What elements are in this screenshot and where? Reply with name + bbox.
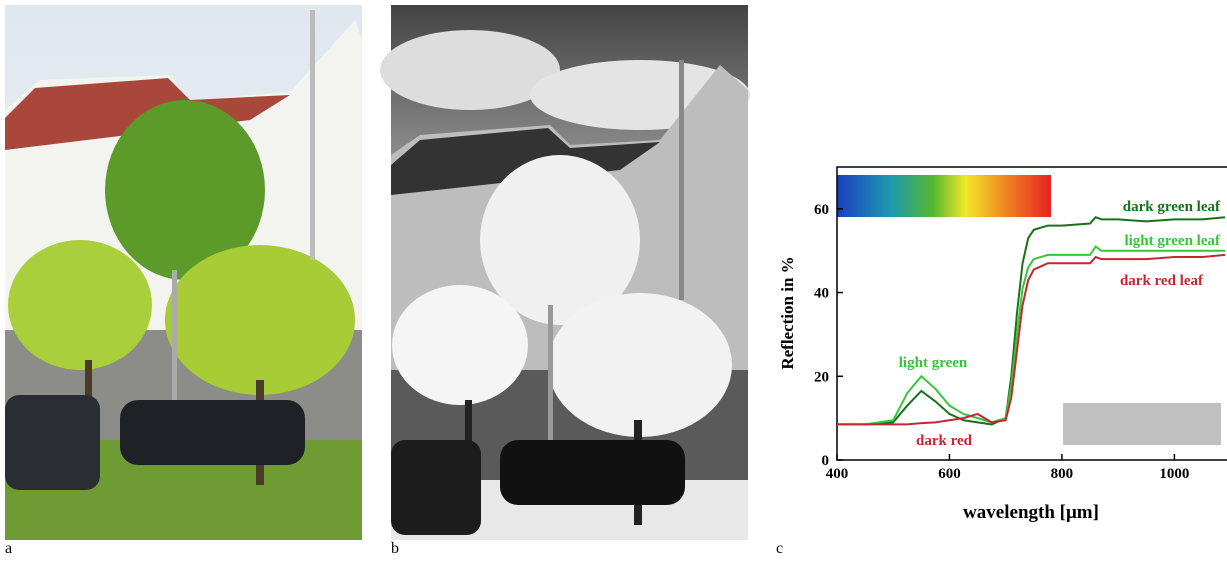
annotation: light green — [899, 355, 968, 371]
photo-b — [380, 5, 750, 540]
annotation: dark red — [916, 433, 973, 449]
x-tick-label: 800 — [1051, 466, 1074, 482]
spectrum-bar — [837, 175, 1051, 217]
y-tick-label: 40 — [814, 286, 829, 302]
y-axis-label: Reflection in % — [778, 256, 797, 369]
photo-a — [5, 5, 362, 540]
x-tick-label: 400 — [826, 466, 849, 482]
x-axis-label: wavelength [μm] — [963, 502, 1099, 523]
series-label: dark green leaf — [1123, 199, 1221, 215]
y-tick-label: 20 — [814, 369, 829, 385]
figure: abc02040604006008001000wavelength [μm]Re… — [0, 0, 1227, 561]
x-tick-label: 1000 — [1159, 466, 1189, 482]
infrared-box — [1063, 403, 1221, 445]
x-tick-label: 600 — [938, 466, 961, 482]
panel-label: b — [391, 540, 399, 557]
y-tick-label: 60 — [814, 202, 829, 218]
series-label: dark red leaf — [1120, 273, 1204, 289]
panel-label: a — [5, 540, 12, 557]
series-label: light green leaf — [1124, 233, 1221, 249]
panel-label: c — [776, 540, 783, 557]
page: abc02040604006008001000wavelength [μm]Re… — [0, 0, 1227, 561]
